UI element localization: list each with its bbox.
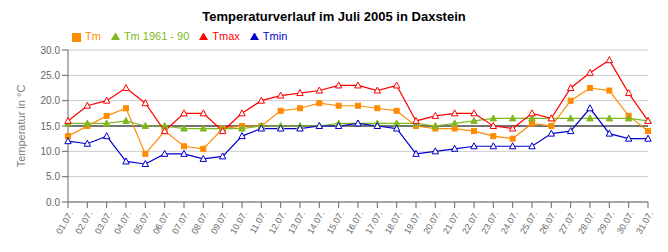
html-text:Temperaturverlauf im Juli 2005: Temperaturverlauf im Juli 2005 in Daxste… [202,9,466,24]
html-text:Tm: Tm [85,30,101,42]
svg-text:24.07.: 24.07. [499,209,520,236]
svg-text:03.07.: 03.07. [93,209,114,236]
svg-text:Temperatur in °C: Temperatur in °C [15,85,27,168]
svg-text:10.0: 10.0 [41,146,61,157]
svg-text:10.07.: 10.07. [228,209,249,236]
svg-text:26.07.: 26.07. [537,209,558,236]
svg-text:23.07.: 23.07. [479,209,500,236]
html-text:Tmax: Tmax [212,30,240,42]
svg-text:14.07.: 14.07. [305,209,326,236]
svg-text:21.07.: 21.07. [441,209,462,236]
html-text:Tmin: Tmin [262,30,288,42]
svg-text:31.07.: 31.07. [634,209,655,236]
svg-text:15.07.: 15.07. [325,209,346,236]
svg-text:05.07.: 05.07. [131,209,152,236]
svg-text:12.07.: 12.07. [267,209,288,236]
svg-text:30.0: 30.0 [41,45,61,56]
svg-text:11.07.: 11.07. [248,209,269,235]
svg-text:28.07.: 28.07. [576,209,597,236]
svg-text:22.07.: 22.07. [460,209,481,236]
svg-text:0.0: 0.0 [46,197,60,208]
svg-text:15.0: 15.0 [41,121,61,132]
svg-text:20.07.: 20.07. [421,209,442,236]
svg-text:25.07.: 25.07. [518,209,539,236]
svg-text:29.07.: 29.07. [595,209,616,236]
svg-text:06.07.: 06.07. [151,209,172,236]
svg-text:04.07.: 04.07. [112,209,133,236]
svg-text:13.07.: 13.07. [286,209,307,236]
svg-text:30.07.: 30.07. [615,209,636,236]
svg-text:20.0: 20.0 [41,95,61,106]
html-text:Tm 1961 - 90: Tm 1961 - 90 [123,30,190,42]
svg-text:08.07.: 08.07. [189,209,210,236]
svg-text:09.07.: 09.07. [209,209,230,236]
svg-text:27.07.: 27.07. [557,209,578,236]
svg-text:25.0: 25.0 [41,70,61,81]
svg-text:5.0: 5.0 [46,171,60,182]
svg-text:07.07.: 07.07. [170,209,191,236]
svg-text:19.07.: 19.07. [402,209,423,236]
svg-text:02.07.: 02.07. [73,209,94,236]
svg-text:16.07.: 16.07. [344,209,365,236]
svg-text:18.07.: 18.07. [383,209,404,236]
svg-text:01.07.: 01.07. [54,209,75,236]
svg-text:17.07.: 17.07. [363,209,384,236]
